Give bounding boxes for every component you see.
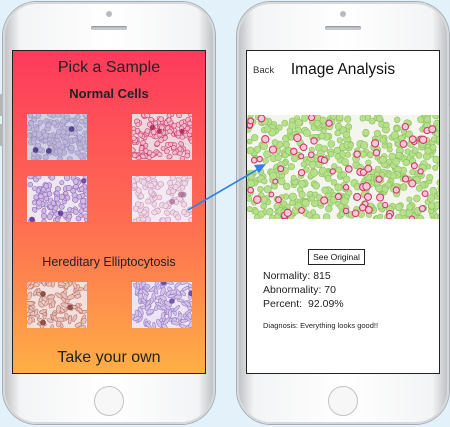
section-title-normal-cells: Normal Cells bbox=[69, 86, 149, 101]
see-original-button[interactable]: See Original bbox=[308, 249, 365, 265]
earpiece-speaker bbox=[325, 26, 361, 30]
volume-button bbox=[0, 94, 3, 116]
sample-thumbnail-normal-4[interactable] bbox=[132, 176, 192, 222]
normality-label: Normality: bbox=[263, 270, 311, 282]
section-title-hereditary-elliptocytosis: Hereditary Elliptocytosis bbox=[42, 255, 176, 269]
abnormality-stat: Abnormality: 70 bbox=[263, 284, 336, 296]
normality-value: 815 bbox=[313, 270, 331, 282]
diagnosis-text: Diagnosis: Everything looks good!! bbox=[263, 321, 379, 330]
front-camera bbox=[340, 11, 346, 17]
take-your-own-button[interactable]: Take your own bbox=[57, 349, 161, 366]
home-button[interactable] bbox=[328, 386, 358, 416]
sample-picker-screen: Pick a Sample Normal Cells Hereditary El… bbox=[12, 50, 206, 374]
earpiece-speaker bbox=[91, 26, 127, 30]
sample-thumbnail-normal-3[interactable] bbox=[27, 176, 87, 222]
home-button[interactable] bbox=[94, 386, 124, 416]
sample-thumbnail-normal-2[interactable] bbox=[132, 114, 192, 160]
abnormality-value: 70 bbox=[324, 284, 336, 296]
phone-frame-right: Back Image Analysis See Original Normali… bbox=[237, 2, 450, 424]
volume-button bbox=[0, 124, 3, 146]
percent-value: 92.09% bbox=[308, 298, 344, 310]
phone-frame-left: Pick a Sample Normal Cells Hereditary El… bbox=[0, 2, 215, 424]
image-analysis-screen: Back Image Analysis See Original Normali… bbox=[246, 50, 440, 374]
abnormality-label: Abnormality: bbox=[263, 284, 322, 296]
front-camera bbox=[106, 11, 112, 17]
sample-thumbnail-normal-1[interactable] bbox=[27, 114, 87, 160]
sample-thumbnail-hereditary-2[interactable] bbox=[132, 282, 192, 328]
page-title: Image Analysis bbox=[290, 61, 396, 78]
normality-stat: Normality: 815 bbox=[263, 270, 331, 282]
back-button[interactable]: Back bbox=[253, 65, 275, 76]
page-title: Pick a Sample bbox=[57, 59, 161, 76]
analysis-result-image bbox=[247, 115, 439, 219]
percent-label: Percent: bbox=[263, 298, 303, 310]
percent-stat: Percent: 92.09% bbox=[263, 298, 344, 310]
sample-thumbnail-hereditary-1[interactable] bbox=[27, 282, 87, 328]
